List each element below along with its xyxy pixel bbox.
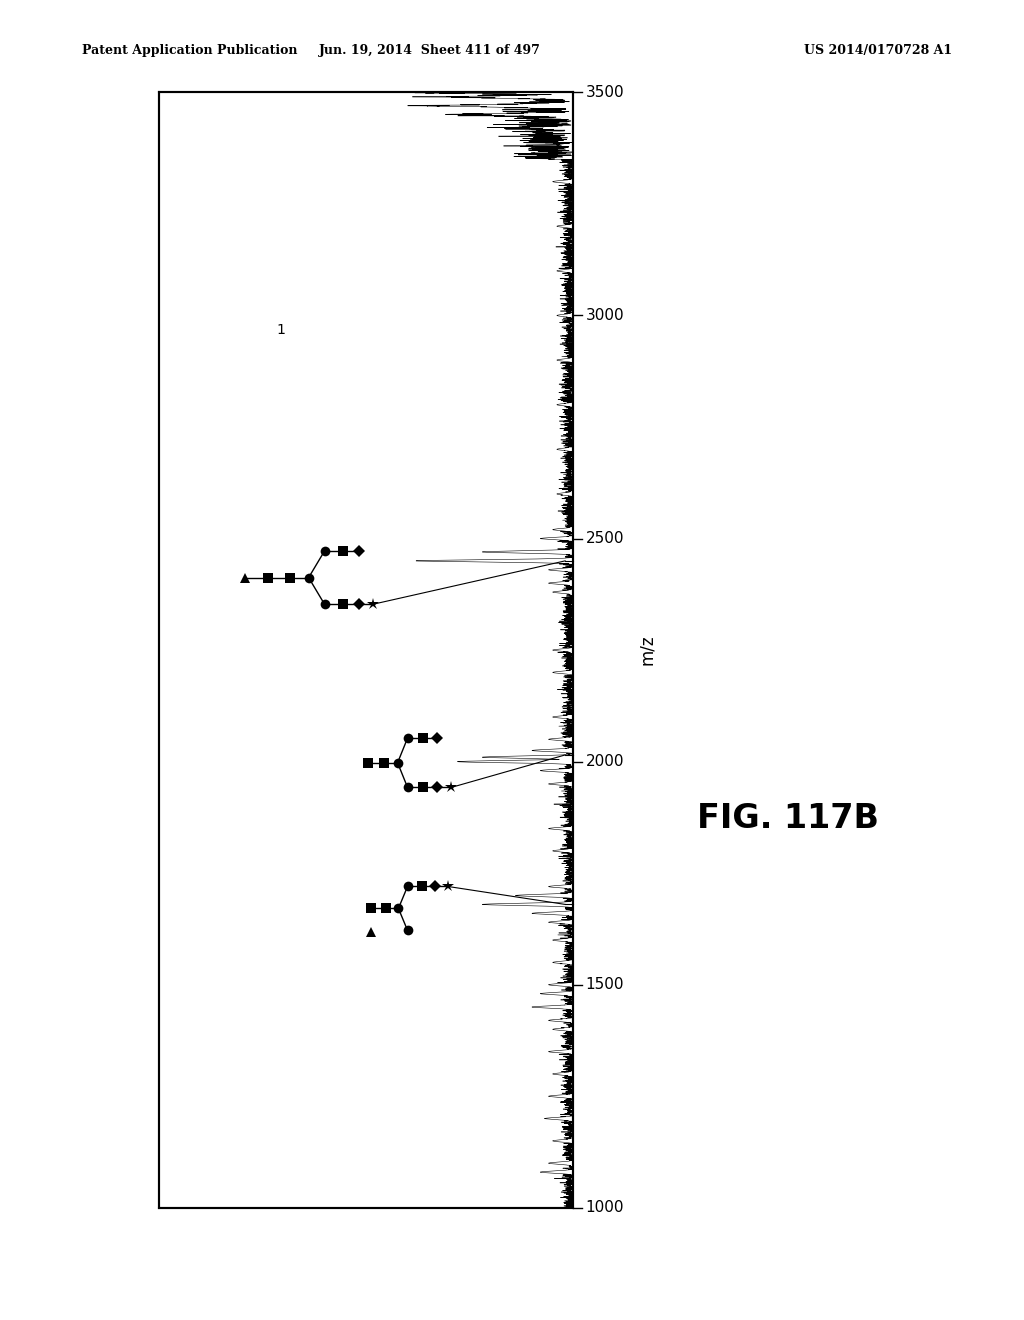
- Text: m/z: m/z: [638, 635, 656, 665]
- Text: 3000: 3000: [586, 308, 625, 323]
- Text: $\it{1}$: $\it{1}$: [276, 323, 286, 337]
- Text: FIG. 117B: FIG. 117B: [697, 801, 880, 836]
- Text: 2000: 2000: [586, 754, 625, 770]
- Text: 1500: 1500: [586, 977, 625, 993]
- Text: US 2014/0170728 A1: US 2014/0170728 A1: [804, 44, 952, 57]
- Text: 3500: 3500: [586, 84, 625, 100]
- Text: Patent Application Publication: Patent Application Publication: [82, 44, 297, 57]
- Text: 2500: 2500: [586, 531, 625, 546]
- Text: 1000: 1000: [586, 1200, 625, 1216]
- Text: Jun. 19, 2014  Sheet 411 of 497: Jun. 19, 2014 Sheet 411 of 497: [319, 44, 541, 57]
